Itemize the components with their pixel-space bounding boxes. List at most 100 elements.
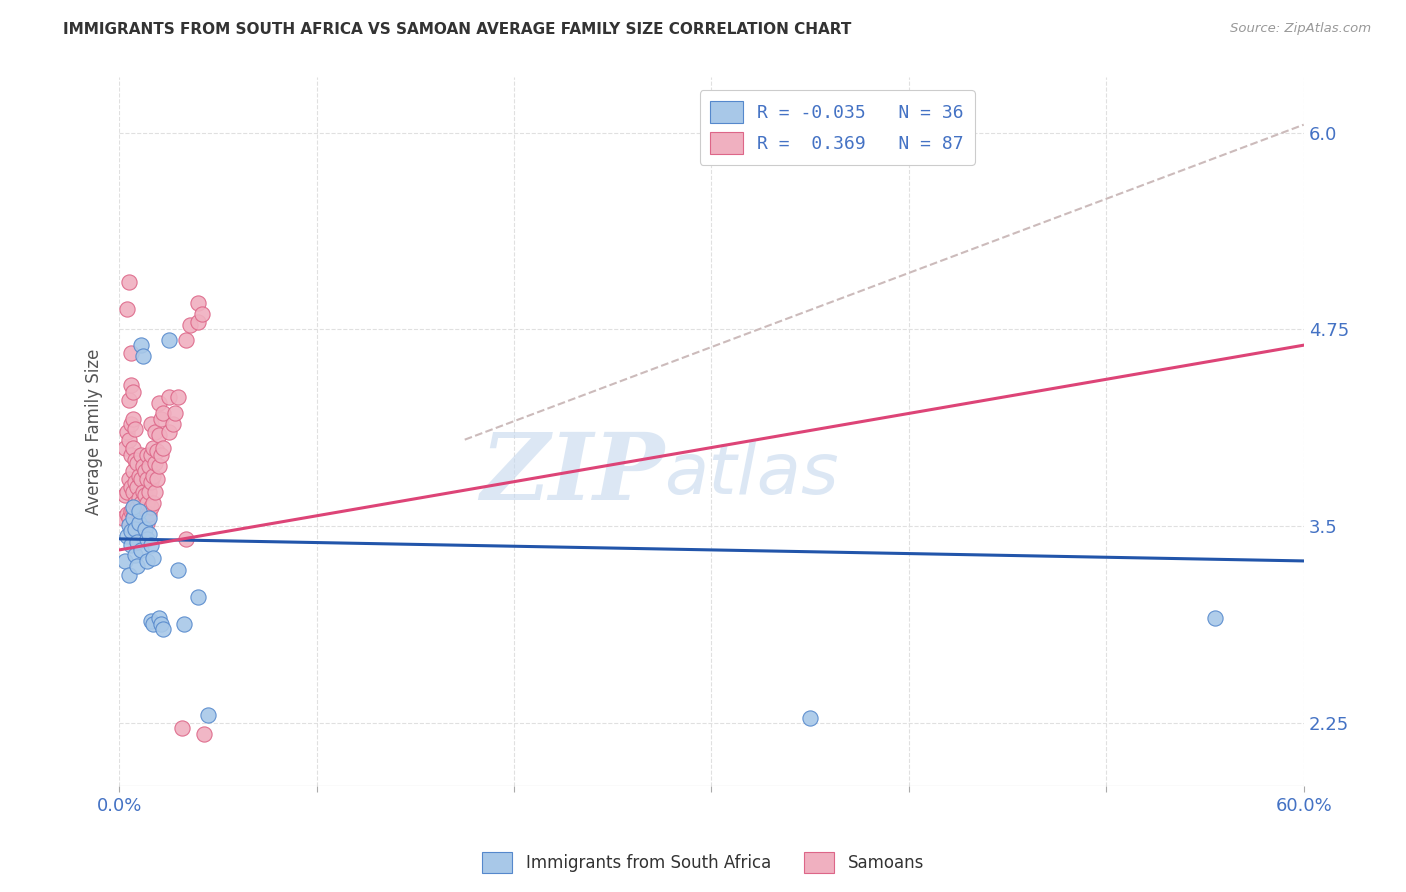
- Point: [135, 554, 157, 568]
- Point: [1204, 610, 1226, 624]
- Point: [125, 456, 148, 470]
- Point: [187, 590, 209, 604]
- Point: [135, 532, 157, 546]
- Point: [124, 453, 146, 467]
- Point: [124, 496, 146, 510]
- Point: [135, 472, 157, 486]
- Point: [129, 496, 152, 510]
- Point: [179, 318, 201, 332]
- Point: [172, 721, 194, 735]
- Point: [176, 532, 198, 546]
- Point: [118, 511, 141, 525]
- Point: [149, 449, 172, 463]
- Point: [148, 610, 170, 624]
- Point: [114, 554, 136, 568]
- Point: [162, 417, 184, 431]
- Point: [120, 377, 142, 392]
- Point: [139, 500, 162, 515]
- Point: [135, 496, 157, 510]
- Point: [122, 385, 145, 400]
- Point: [122, 523, 145, 537]
- Point: [125, 519, 148, 533]
- Point: [142, 496, 165, 510]
- Point: [120, 538, 142, 552]
- Point: [115, 425, 138, 439]
- Point: [132, 507, 155, 521]
- Point: [125, 558, 148, 573]
- Legend: Immigrants from South Africa, Samoans: Immigrants from South Africa, Samoans: [475, 846, 931, 880]
- Point: [152, 622, 174, 636]
- Point: [138, 507, 160, 521]
- Point: [118, 568, 141, 582]
- Point: [129, 449, 152, 463]
- Point: [118, 393, 141, 408]
- Point: [152, 406, 174, 420]
- Point: [146, 443, 169, 458]
- Point: [125, 535, 148, 549]
- Point: [143, 484, 166, 499]
- Point: [120, 346, 142, 360]
- Text: IMMIGRANTS FROM SOUTH AFRICA VS SAMOAN AVERAGE FAMILY SIZE CORRELATION CHART: IMMIGRANTS FROM SOUTH AFRICA VS SAMOAN A…: [63, 22, 852, 37]
- Point: [129, 542, 152, 557]
- Point: [128, 469, 150, 483]
- Point: [167, 390, 190, 404]
- Point: [138, 484, 160, 499]
- Point: [148, 396, 170, 410]
- Point: [115, 301, 138, 316]
- Point: [138, 511, 160, 525]
- Point: [191, 307, 214, 321]
- Point: [143, 425, 166, 439]
- Point: [124, 422, 146, 436]
- Point: [122, 503, 145, 517]
- Point: [149, 616, 172, 631]
- Point: [139, 475, 162, 490]
- Point: [142, 441, 165, 455]
- Point: [124, 548, 146, 562]
- Point: [139, 538, 162, 552]
- Point: [173, 616, 195, 631]
- Point: [118, 472, 141, 486]
- Legend: R = -0.035   N = 36, R =  0.369   N = 87: R = -0.035 N = 36, R = 0.369 N = 87: [700, 90, 974, 165]
- Point: [132, 349, 155, 363]
- Point: [132, 459, 155, 474]
- Point: [122, 511, 145, 525]
- Point: [135, 449, 157, 463]
- Point: [138, 459, 160, 474]
- Point: [115, 529, 138, 543]
- Point: [139, 449, 162, 463]
- Point: [120, 449, 142, 463]
- Point: [157, 334, 180, 348]
- Point: [193, 727, 215, 741]
- Point: [799, 711, 821, 725]
- Point: [118, 275, 141, 289]
- Point: [125, 500, 148, 515]
- Point: [114, 488, 136, 502]
- Point: [135, 516, 157, 530]
- Point: [152, 441, 174, 455]
- Point: [129, 516, 152, 530]
- Point: [128, 516, 150, 530]
- Point: [120, 523, 142, 537]
- Point: [157, 390, 180, 404]
- Point: [134, 488, 156, 502]
- Point: [149, 412, 172, 426]
- Point: [132, 484, 155, 499]
- Point: [128, 491, 150, 505]
- Point: [142, 616, 165, 631]
- Point: [124, 516, 146, 530]
- Point: [167, 563, 190, 577]
- Point: [148, 428, 170, 442]
- Point: [114, 441, 136, 455]
- Point: [120, 524, 142, 538]
- Point: [120, 503, 142, 517]
- Point: [139, 417, 162, 431]
- Point: [163, 406, 186, 420]
- Point: [112, 511, 135, 525]
- Point: [143, 456, 166, 470]
- Point: [148, 459, 170, 474]
- Point: [128, 511, 150, 525]
- Point: [129, 472, 152, 486]
- Point: [138, 527, 160, 541]
- Point: [197, 708, 219, 723]
- Point: [187, 295, 209, 310]
